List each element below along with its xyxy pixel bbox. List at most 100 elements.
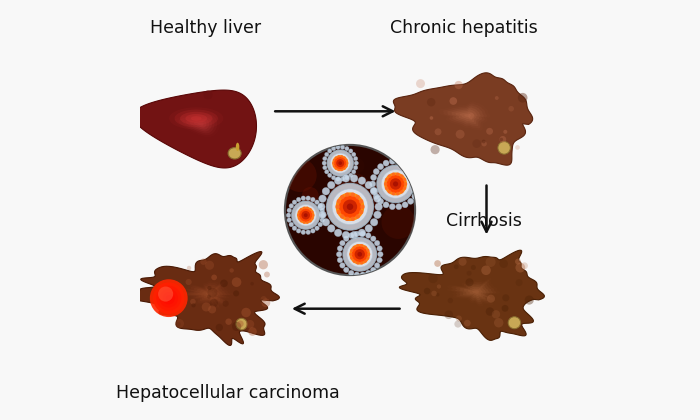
- Circle shape: [176, 322, 181, 326]
- Circle shape: [328, 149, 332, 153]
- Circle shape: [414, 174, 421, 181]
- Circle shape: [248, 327, 257, 336]
- Circle shape: [302, 211, 310, 220]
- Circle shape: [340, 168, 343, 171]
- Circle shape: [358, 183, 377, 202]
- Circle shape: [230, 268, 234, 273]
- Circle shape: [391, 173, 395, 176]
- Circle shape: [354, 272, 360, 277]
- Circle shape: [365, 233, 371, 238]
- Circle shape: [389, 204, 396, 210]
- Circle shape: [521, 262, 528, 269]
- Text: Healthy liver: Healthy liver: [150, 19, 260, 37]
- Polygon shape: [456, 110, 477, 122]
- Circle shape: [292, 226, 297, 231]
- Circle shape: [500, 138, 503, 141]
- Circle shape: [407, 198, 414, 204]
- Circle shape: [402, 160, 408, 166]
- Circle shape: [338, 161, 342, 165]
- Circle shape: [251, 282, 254, 286]
- Polygon shape: [393, 73, 533, 165]
- Circle shape: [377, 165, 414, 203]
- Circle shape: [318, 203, 325, 210]
- Circle shape: [349, 270, 354, 276]
- Circle shape: [524, 296, 534, 304]
- Circle shape: [187, 266, 191, 270]
- Circle shape: [309, 220, 312, 222]
- Circle shape: [335, 205, 340, 209]
- Circle shape: [301, 230, 305, 234]
- Circle shape: [150, 279, 188, 317]
- Circle shape: [259, 260, 268, 269]
- Circle shape: [370, 187, 378, 195]
- Circle shape: [486, 257, 496, 267]
- Circle shape: [360, 261, 363, 265]
- Circle shape: [335, 177, 342, 184]
- Circle shape: [486, 307, 494, 316]
- Polygon shape: [186, 284, 227, 305]
- Circle shape: [340, 214, 344, 219]
- Polygon shape: [186, 114, 207, 123]
- Circle shape: [200, 258, 206, 265]
- Circle shape: [325, 170, 329, 174]
- Circle shape: [373, 168, 379, 175]
- Circle shape: [356, 195, 360, 200]
- Circle shape: [204, 90, 213, 100]
- Circle shape: [353, 260, 356, 263]
- Circle shape: [365, 225, 372, 232]
- Circle shape: [306, 230, 310, 234]
- Circle shape: [350, 257, 354, 260]
- Circle shape: [388, 190, 391, 194]
- Circle shape: [416, 181, 421, 187]
- Circle shape: [342, 231, 350, 239]
- Circle shape: [340, 177, 344, 181]
- Circle shape: [186, 279, 192, 285]
- Ellipse shape: [508, 317, 521, 329]
- Circle shape: [300, 208, 302, 211]
- Circle shape: [295, 205, 316, 226]
- Circle shape: [370, 181, 376, 187]
- Circle shape: [354, 157, 358, 161]
- Circle shape: [436, 293, 440, 297]
- Circle shape: [499, 136, 506, 143]
- Circle shape: [383, 160, 389, 166]
- Text: Cirrhosis: Cirrhosis: [447, 212, 522, 230]
- Circle shape: [320, 208, 325, 213]
- Polygon shape: [169, 108, 223, 129]
- Polygon shape: [204, 292, 213, 296]
- Circle shape: [374, 195, 382, 202]
- Polygon shape: [182, 116, 214, 134]
- Circle shape: [390, 178, 401, 190]
- Circle shape: [386, 175, 405, 193]
- Circle shape: [400, 190, 404, 194]
- Circle shape: [337, 257, 343, 263]
- Circle shape: [343, 167, 346, 170]
- Circle shape: [336, 145, 340, 150]
- Circle shape: [345, 165, 348, 168]
- Circle shape: [396, 192, 400, 195]
- Circle shape: [302, 187, 318, 204]
- Circle shape: [292, 200, 297, 205]
- Circle shape: [320, 201, 351, 232]
- Circle shape: [395, 204, 402, 210]
- Polygon shape: [452, 108, 481, 124]
- Circle shape: [285, 145, 415, 275]
- Circle shape: [434, 260, 441, 267]
- Circle shape: [344, 267, 349, 273]
- Circle shape: [349, 233, 354, 238]
- Circle shape: [306, 196, 310, 200]
- Text: Chronic hepatitis: Chronic hepatitis: [389, 19, 538, 37]
- Circle shape: [335, 156, 337, 159]
- Circle shape: [473, 139, 481, 148]
- Circle shape: [354, 165, 358, 170]
- Circle shape: [364, 246, 367, 249]
- Circle shape: [385, 178, 389, 181]
- Polygon shape: [121, 252, 279, 346]
- Polygon shape: [460, 111, 475, 120]
- Circle shape: [349, 149, 353, 153]
- Circle shape: [482, 141, 486, 147]
- Circle shape: [382, 170, 410, 198]
- Polygon shape: [174, 110, 218, 127]
- Circle shape: [336, 177, 340, 181]
- Circle shape: [318, 195, 326, 202]
